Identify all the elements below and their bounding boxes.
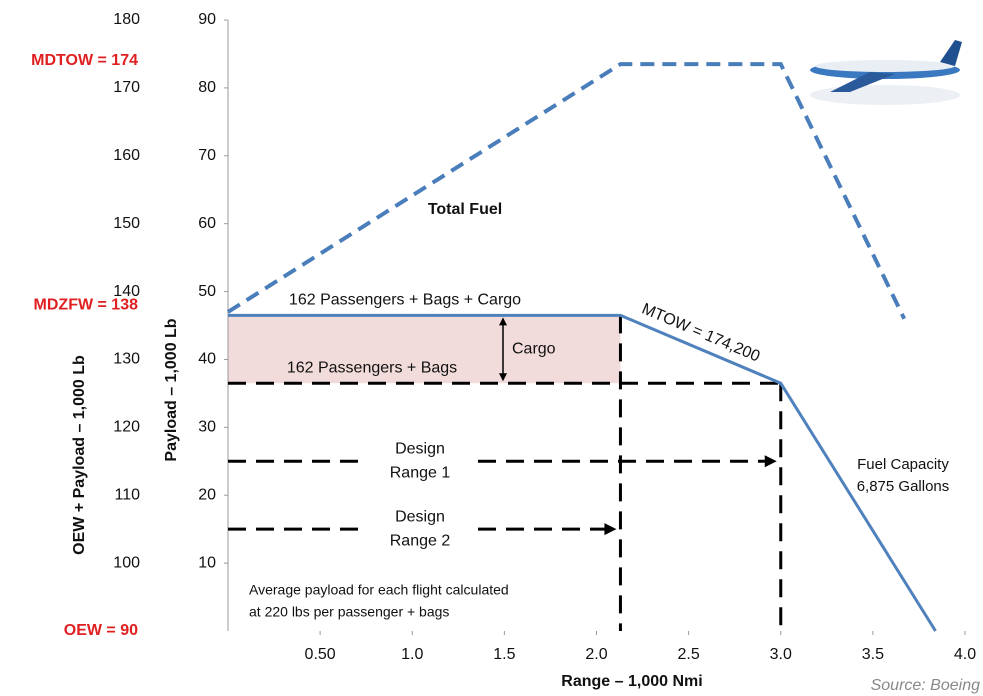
design-range-label: Design [395,508,445,525]
x-tick-label: 3.5 [862,646,884,663]
x-tick-label: 0.50 [305,646,336,663]
y-tick-label: 80 [198,79,216,96]
weight-label: OEW = 90 [64,622,138,639]
arrow-head [764,455,777,468]
design-range-label: Range 2 [390,532,451,549]
weight-label: MDTOW = 174 [31,52,138,69]
y2-tick-label: 100 [113,554,140,571]
payload-label: 162 Passengers + Bags + Cargo [289,292,521,309]
x-tick-label: 1.0 [401,646,423,663]
cargo-band [228,315,621,384]
y-tick-label: 50 [198,283,216,300]
x-tick-label: 4.0 [954,646,976,663]
y2-tick-label: 140 [113,283,140,300]
y2-tick-label: 170 [113,79,140,96]
arrow-head [499,373,507,382]
design-range-label: Design [395,440,445,457]
airplane-icon [810,40,962,105]
arrow-head [499,317,507,326]
fuel-capacity-label: 6,875 Gallons [857,478,950,495]
x-axis-title: Range – 1,000 Nmi [561,673,702,690]
y2-tick-label: 160 [113,147,140,164]
series-line [226,62,906,320]
series-line [228,313,937,632]
source: Source: Boeing [871,677,981,694]
payload-label: Cargo [512,340,556,357]
design-range-label: Range 1 [390,464,451,481]
x-tick-label: 2.0 [585,646,607,663]
y2-tick-label: 110 [114,486,140,503]
y-tick-label: 30 [198,419,216,436]
y-tick-label: 90 [198,11,216,28]
y2-tick-label: 180 [113,11,140,28]
weight-label: MDZFW = 138 [34,296,139,313]
y2-tick-label: 130 [113,351,140,368]
y-tick-label: 20 [198,486,216,503]
series-label: Total Fuel [428,201,502,218]
y2-tick-label: 120 [113,419,140,436]
y2-axis-title: OEW + Payload – 1,000 Lb [71,355,88,555]
x-tick-label: 3.0 [770,646,792,663]
y-tick-label: 40 [198,351,216,368]
y-axis-title: Payload – 1,000 Lb [163,318,180,461]
arrow-head [604,523,617,536]
note: Average payload for each flight calculat… [249,582,509,598]
x-tick-label: 2.5 [678,646,700,663]
note: at 220 lbs per passenger + bags [249,604,449,620]
y2-tick-label: 150 [113,215,140,232]
x-tick-label: 1.5 [493,646,515,663]
fuel-capacity-label: Fuel Capacity [857,456,949,473]
payload-label: 162 Passengers + Bags [287,359,457,376]
y-tick-label: 10 [198,554,216,571]
y-tick-label: 70 [198,147,216,164]
y-tick-label: 60 [198,215,216,232]
series-label: MTOW = 174,200 [639,301,762,366]
